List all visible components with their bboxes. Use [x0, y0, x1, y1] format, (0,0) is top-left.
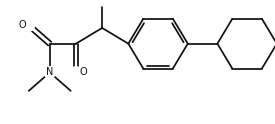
- Circle shape: [70, 67, 82, 78]
- Text: O: O: [79, 67, 87, 78]
- Circle shape: [44, 67, 56, 78]
- Text: O: O: [18, 20, 26, 30]
- Circle shape: [23, 20, 35, 31]
- Text: N: N: [46, 67, 53, 78]
